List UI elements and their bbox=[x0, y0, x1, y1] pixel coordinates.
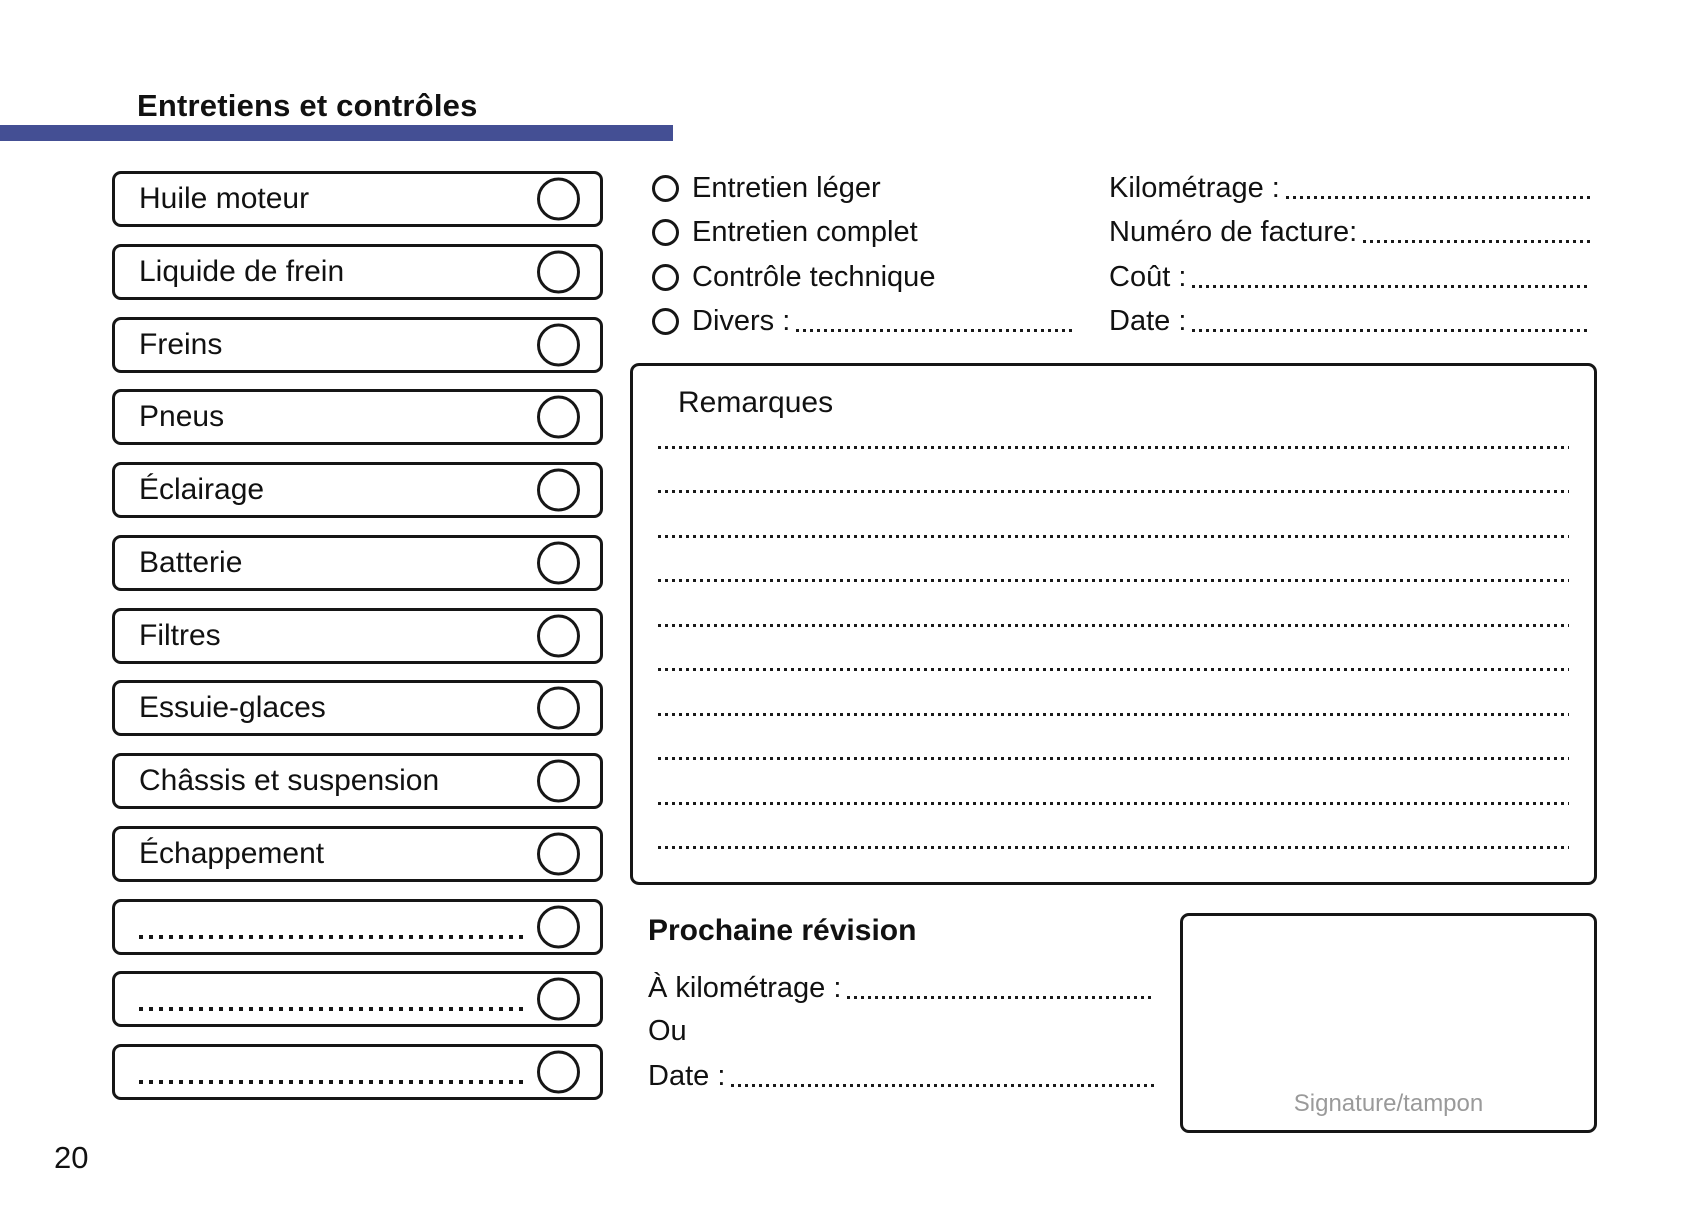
checklist-item-label: Batterie bbox=[139, 546, 243, 579]
next-service-date-row: Date : bbox=[648, 1060, 1155, 1092]
check-circle bbox=[537, 468, 580, 512]
remark-line bbox=[658, 846, 1569, 849]
checklist-item-label: Pneus bbox=[139, 400, 225, 433]
divers-dotted-line bbox=[796, 329, 1072, 332]
radio-label: Contrôle technique bbox=[692, 260, 936, 293]
radio-label: Entretien léger bbox=[692, 171, 881, 204]
radio-circle bbox=[652, 307, 679, 335]
remark-line bbox=[658, 802, 1569, 805]
checklist-item-essuie-glaces: Essuie-glaces bbox=[112, 680, 603, 736]
checklist-item-blank-1 bbox=[112, 899, 603, 955]
remark-line bbox=[658, 490, 1569, 493]
field-row-date: Date : bbox=[1109, 305, 1590, 337]
check-circle bbox=[537, 905, 580, 949]
next-service-date-label: Date : bbox=[648, 1059, 726, 1092]
radio-circle bbox=[652, 263, 679, 291]
check-circle bbox=[537, 686, 580, 730]
field-label: Numéro de facture: bbox=[1109, 215, 1358, 248]
radio-label: Entretien complet bbox=[692, 215, 918, 248]
remarks-box: Remarques bbox=[630, 363, 1597, 885]
field-row-cout: Coût : bbox=[1109, 261, 1590, 293]
remark-line bbox=[658, 579, 1569, 582]
checklist-item-label: Essuie-glaces bbox=[139, 691, 326, 724]
checklist-item-pneus: Pneus bbox=[112, 389, 603, 445]
kilometrage-dotted-line bbox=[1285, 196, 1590, 199]
field-row-numero-facture: Numéro de facture: bbox=[1109, 216, 1590, 248]
blank-dotted-label bbox=[139, 1080, 523, 1084]
check-circle bbox=[537, 832, 580, 876]
checklist-item-blank-3 bbox=[112, 1044, 603, 1100]
check-circle bbox=[537, 541, 580, 585]
remarks-title: Remarques bbox=[678, 386, 834, 419]
blank-dotted-label bbox=[139, 935, 523, 939]
signature-box: Signature/tampon bbox=[1180, 913, 1597, 1133]
radio-label: Divers : bbox=[692, 304, 791, 337]
checklist-item-label: Liquide de frein bbox=[139, 255, 345, 288]
checklist-item-batterie: Batterie bbox=[112, 535, 603, 591]
field-label: Date : bbox=[1109, 304, 1187, 337]
checklist-item-echappement: Échappement bbox=[112, 826, 603, 882]
next-service-or-label: Ou bbox=[648, 1015, 687, 1047]
signature-label: Signature/tampon bbox=[1293, 1090, 1484, 1117]
next-date-dotted-line bbox=[731, 1084, 1155, 1087]
radio-row-controle-technique: Contrôle technique bbox=[652, 261, 935, 293]
accent-bar bbox=[0, 125, 673, 141]
checklist-item-filtres: Filtres bbox=[112, 608, 603, 664]
checklist-item-blank-2 bbox=[112, 971, 603, 1027]
checklist-item-label: Huile moteur bbox=[139, 182, 310, 215]
remark-line bbox=[658, 624, 1569, 627]
checklist-item-huile-moteur: Huile moteur bbox=[112, 171, 603, 227]
radio-circle bbox=[652, 174, 679, 202]
radio-row-entretien-leger: Entretien léger bbox=[652, 172, 881, 204]
checklist-item-label: Échappement bbox=[139, 837, 325, 870]
checklist-item-liquide-de-frein: Liquide de frein bbox=[112, 244, 603, 300]
next-service-title: Prochaine révision bbox=[648, 914, 917, 947]
next-service-km-row: À kilométrage : bbox=[648, 972, 1155, 1004]
remark-line bbox=[658, 535, 1569, 538]
remark-line bbox=[658, 713, 1569, 716]
checklist-item-eclairage: Éclairage bbox=[112, 462, 603, 518]
check-circle bbox=[537, 1050, 580, 1094]
radio-circle bbox=[652, 218, 679, 246]
check-circle bbox=[537, 759, 580, 803]
remark-line bbox=[658, 668, 1569, 671]
checklist-item-label: Châssis et suspension bbox=[139, 764, 440, 797]
check-circle bbox=[537, 177, 580, 221]
checklist-item-label: Filtres bbox=[139, 619, 221, 652]
cout-dotted-line bbox=[1192, 285, 1590, 288]
checklist-item-freins: Freins bbox=[112, 317, 603, 373]
checklist-item-chassis-et-suspension: Châssis et suspension bbox=[112, 753, 603, 809]
checklist-item-label: Freins bbox=[139, 328, 223, 361]
checklist-item-label: Éclairage bbox=[139, 473, 265, 506]
check-circle bbox=[537, 250, 580, 294]
radio-row-entretien-complet: Entretien complet bbox=[652, 216, 918, 248]
field-row-kilometrage: Kilométrage : bbox=[1109, 172, 1590, 204]
check-circle bbox=[537, 614, 580, 658]
remark-line bbox=[658, 757, 1569, 760]
numero-facture-dotted-line bbox=[1363, 240, 1590, 243]
check-circle bbox=[537, 323, 580, 367]
field-label: Kilométrage : bbox=[1109, 171, 1280, 204]
radio-row-divers: Divers : bbox=[652, 305, 1072, 337]
next-service-km-label: À kilométrage : bbox=[648, 971, 842, 1004]
check-circle bbox=[537, 977, 580, 1021]
blank-dotted-label bbox=[139, 1007, 523, 1011]
field-label: Coût : bbox=[1109, 260, 1187, 293]
date-dotted-line bbox=[1192, 329, 1590, 332]
next-km-dotted-line bbox=[847, 996, 1155, 999]
check-circle bbox=[537, 395, 580, 439]
page-title: Entretiens et contrôles bbox=[137, 88, 478, 123]
remark-line bbox=[658, 446, 1569, 449]
page-number: 20 bbox=[54, 1140, 89, 1175]
